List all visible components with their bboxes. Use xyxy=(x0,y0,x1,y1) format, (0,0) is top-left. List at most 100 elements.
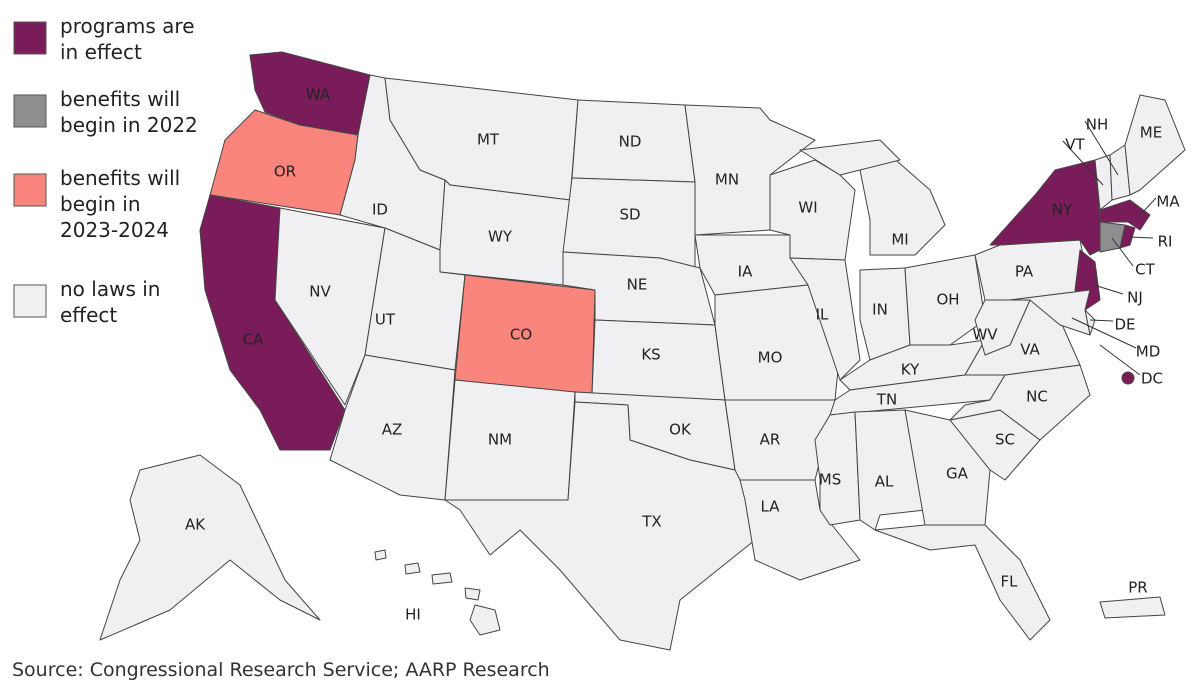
state xyxy=(799,139,901,176)
legend-swatch xyxy=(13,284,47,318)
state xyxy=(374,549,387,561)
state xyxy=(404,562,421,575)
source: Source: Congressional Research Service; … xyxy=(12,659,550,681)
legend-label: no laws in xyxy=(60,277,160,301)
state-label: ID xyxy=(372,201,388,219)
legend-swatch xyxy=(13,173,47,207)
state xyxy=(874,524,1051,641)
state xyxy=(1124,94,1186,196)
state-label: MN xyxy=(715,171,739,189)
state-label: FL xyxy=(1001,573,1019,591)
state-label: NM xyxy=(488,431,512,449)
state-label: MS xyxy=(819,471,841,489)
legend-label: programs are xyxy=(60,14,195,38)
state-label: VA xyxy=(1020,341,1040,359)
legend-label: 2023-2024 xyxy=(60,218,169,242)
leader-line xyxy=(1071,317,1137,349)
state-label: NE xyxy=(627,276,648,294)
state-label: DE xyxy=(1114,316,1135,334)
state-label: IL xyxy=(816,306,829,324)
state xyxy=(464,587,481,601)
state xyxy=(1009,289,1091,336)
state xyxy=(989,159,1101,256)
state-label: NC xyxy=(1026,388,1048,406)
state-label: TN xyxy=(876,391,897,409)
state-label: TX xyxy=(641,513,661,531)
state xyxy=(904,254,986,346)
state-label: VT xyxy=(1065,136,1085,154)
leader-line xyxy=(1139,197,1157,216)
leader-line xyxy=(1084,120,1119,176)
state-labels: WA OR CA NV ID MT WY UT AZ CO NM ND SD NE KS OK TX MN IA MO… xyxy=(185,86,1180,624)
state-label: KS xyxy=(641,346,660,364)
state xyxy=(789,257,861,381)
state-label: SC xyxy=(995,431,1015,449)
leader-line xyxy=(1099,344,1141,376)
state-label: NV xyxy=(309,283,331,301)
legend-label: in effect xyxy=(60,40,142,64)
state-label: OR xyxy=(274,163,296,181)
leader-line xyxy=(1093,284,1124,295)
state xyxy=(274,207,386,406)
state xyxy=(1099,596,1166,619)
state-label: IN xyxy=(872,301,888,319)
legend-label: benefits will xyxy=(60,166,180,190)
state-label: WV xyxy=(972,326,998,344)
state xyxy=(329,354,456,501)
state-label: LA xyxy=(761,498,781,516)
state-label: AR xyxy=(760,431,781,449)
state-label: CO xyxy=(510,326,532,344)
state-label: OH xyxy=(936,291,959,309)
state xyxy=(739,479,861,581)
legend-label: benefits will xyxy=(60,87,180,111)
state-label: WI xyxy=(798,199,817,217)
state xyxy=(469,604,501,636)
leader-line xyxy=(1129,236,1154,239)
states xyxy=(99,51,1186,651)
state-label: NH xyxy=(1086,116,1109,134)
legend-swatch xyxy=(13,21,47,55)
state-label: HI xyxy=(405,606,421,624)
state xyxy=(814,411,861,526)
state-label: MT xyxy=(477,131,500,149)
state-label: MO xyxy=(758,349,783,367)
state-label: WA xyxy=(306,86,331,104)
state-label: SD xyxy=(619,206,640,224)
legend-label: effect xyxy=(60,303,117,327)
state-label: CT xyxy=(1135,261,1155,279)
state-label: AL xyxy=(875,473,894,491)
state-label: MI xyxy=(891,231,908,249)
state-label: UT xyxy=(375,311,396,329)
state xyxy=(444,401,756,651)
state xyxy=(99,454,321,641)
state-label: IA xyxy=(738,263,753,281)
state-label: CA xyxy=(243,331,264,349)
state-label: NJ xyxy=(1127,289,1143,307)
state-label: ND xyxy=(619,133,642,151)
state-label: AZ xyxy=(382,421,403,439)
state-label: WY xyxy=(488,228,513,246)
state-label: PA xyxy=(1015,263,1034,281)
state-label: KY xyxy=(901,361,920,379)
state-label: DC xyxy=(1141,370,1163,388)
state xyxy=(1121,371,1135,385)
state-label: RI xyxy=(1158,233,1173,251)
state-label: OK xyxy=(669,421,692,439)
leader-line xyxy=(1111,237,1134,267)
leader-line xyxy=(1089,319,1114,322)
state-label: AK xyxy=(185,516,206,534)
legend-swatch xyxy=(13,94,47,128)
state xyxy=(904,409,991,526)
state-label: GA xyxy=(946,465,969,483)
state-label: PR xyxy=(1128,579,1147,597)
legend-label: begin in 2022 xyxy=(60,113,198,137)
state xyxy=(431,572,453,585)
state-label: MD xyxy=(1136,343,1161,361)
state-label: MA xyxy=(1156,193,1180,211)
leader-line xyxy=(1062,140,1104,186)
state-label: NY xyxy=(1052,201,1073,219)
legend-label: begin in xyxy=(60,192,141,216)
state-label: ME xyxy=(1140,124,1162,142)
